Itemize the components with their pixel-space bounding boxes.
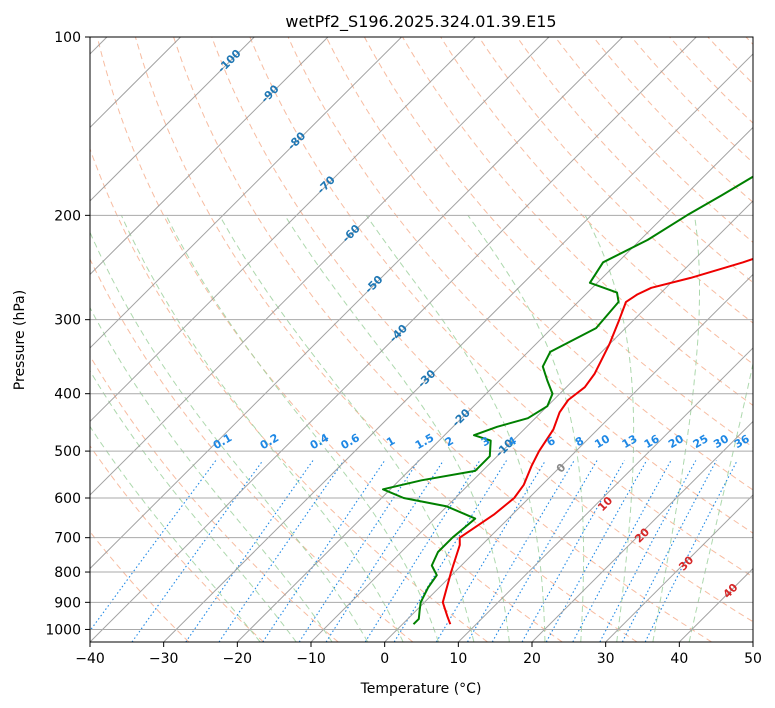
moist-adiabat [284,215,510,642]
dry-adiabat [478,37,753,324]
mixing-ratio-line [218,460,345,642]
mixing-ratio-line [491,460,598,642]
moist-adiabat [120,215,404,642]
dry-adiabat [249,37,753,578]
x-tick-label: 20 [523,651,541,667]
dry-adiabat [96,37,563,642]
isotherm-line [90,37,697,642]
isotherm-line [457,347,753,642]
dry-adiabat [211,37,753,623]
x-tick-label: 50 [744,651,762,667]
y-axis-title: Pressure (hPa) [12,290,28,390]
isotherm-line [90,37,402,349]
dry-adiabat [287,37,753,534]
dry-adiabat [325,37,753,491]
temperature-profile [441,257,753,625]
dry-adiabat [134,37,638,642]
isotherm-line [163,53,753,642]
y-tick-label: 100 [54,30,81,46]
y-tick-label: 900 [54,595,81,611]
isotherm-line [531,420,753,642]
plot-background [90,37,753,642]
dry-adiabat [90,444,264,642]
mixing-ratio-line [131,460,264,642]
dry-adiabat [90,258,414,642]
y-tick-label: 600 [54,491,81,507]
x-tick-label: −10 [296,651,326,667]
moist-adiabat [90,231,369,642]
x-tick-label: 40 [670,651,688,667]
x-tick-label: −20 [223,651,253,667]
chart-title: wetPf2_S196.2025.324.01.39.E15 [285,12,556,32]
isotherm-line [90,37,550,496]
y-tick-label: 200 [54,208,81,224]
dry-adiabat [173,37,712,642]
isotherm-line [236,126,753,642]
mixing-ratio-line [262,460,386,642]
y-tick-label: 300 [54,313,81,329]
moist-adiabat [90,369,297,642]
x-tick-label: −30 [149,651,179,667]
moist-adiabat [365,215,546,642]
moist-adiabat [219,215,475,642]
isotherm-line [384,273,753,642]
isotherm-line [90,37,255,202]
moist-adiabat [652,215,700,642]
dry-adiabat [631,37,753,164]
moist-adiabat [90,306,333,642]
x-tick-label: 10 [449,651,467,667]
x-tick-label: 30 [597,651,615,667]
y-tick-label: 400 [54,387,81,403]
dry-adiabat [402,37,753,406]
moist-adiabat [584,215,635,642]
mixing-ratio-line [185,460,314,642]
x-axis-title: Temperature (°C) [360,681,482,697]
mixing-ratio-line [545,460,648,642]
mixing-ratio-line [521,460,625,642]
y-tick-label: 1000 [45,622,81,638]
isotherm-line [90,37,476,423]
x-tick-label: 0 [380,651,389,667]
dry-adiabat [592,37,753,203]
isotherm-line [310,200,753,642]
isotherm-line [605,494,753,642]
isotherm-line [90,37,329,276]
dewpoint-profile [382,175,753,625]
moist-adiabat [90,425,261,642]
y-tick-label: 800 [54,565,81,581]
mixing-ratio-line [467,460,575,642]
dry-adiabat [516,37,753,284]
plot-frame [89,36,754,643]
y-tick-label: 500 [54,444,81,460]
y-tick-label: 700 [54,531,81,547]
x-tick-label: −40 [75,651,105,667]
isotherm-line [752,641,753,642]
mixing-ratio-line [644,460,738,642]
moist-adiabat [165,215,439,642]
mixing-ratio-line [90,460,217,632]
mixing-ratio-line [435,460,546,642]
mixing-ratio-line [298,460,419,642]
isotherm-line [90,37,623,570]
